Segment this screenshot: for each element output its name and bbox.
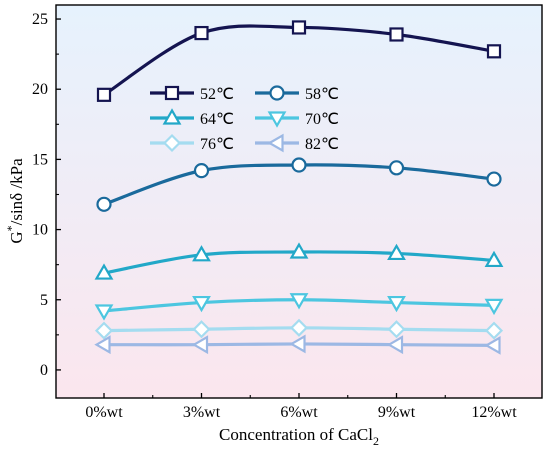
y-tick-label: 15 [32, 151, 48, 168]
data-point [387, 320, 406, 339]
data-point [192, 295, 211, 313]
data-point [389, 27, 404, 42]
x-axis-label: Concentration of CaCl2 [219, 425, 379, 448]
y-tick-label: 10 [32, 222, 48, 239]
data-point [194, 25, 209, 41]
legend-marker [162, 133, 182, 153]
legend-item: 82℃ [255, 133, 339, 153]
data-point [94, 335, 111, 355]
x-tick-label: 6%wt [280, 404, 318, 421]
x-tick-label: 3%wt [183, 404, 221, 421]
legend-item: 58℃ [255, 85, 339, 103]
series-layer [94, 20, 504, 355]
y-tick-label: 20 [32, 81, 48, 98]
data-point [289, 334, 306, 354]
legend-marker [162, 108, 182, 125]
data-point [291, 20, 307, 35]
series-2 [96, 157, 502, 212]
data-point [94, 321, 114, 340]
series-1 [96, 20, 502, 102]
x-tick-label: 12%wt [471, 404, 517, 421]
series-5 [94, 318, 504, 340]
y-axis-label-rest: /sinδ /kPa [7, 158, 26, 226]
legend-label: 64℃ [200, 111, 234, 128]
data-point [193, 163, 210, 179]
data-point [192, 320, 211, 339]
y-tick-label: 25 [32, 11, 48, 28]
x-axis-label-subscript: 2 [373, 434, 379, 448]
y-tick-label: 5 [40, 292, 48, 309]
series-4 [94, 293, 504, 321]
legend-label: 52℃ [200, 86, 234, 103]
legend-item: 76℃ [150, 133, 234, 153]
legend-item: 70℃ [255, 111, 339, 128]
legend-marker [164, 85, 180, 101]
data-point [387, 243, 406, 261]
legend: 52℃ 58℃ 64℃ 70℃ 76℃ 82℃ [150, 85, 339, 153]
data-point [289, 242, 309, 259]
data-point [191, 335, 209, 355]
legend-marker [267, 111, 287, 128]
x-tick-label: 9%wt [378, 404, 416, 421]
legend-label: 82℃ [305, 136, 339, 153]
y-axis-label-superscript: * [4, 225, 18, 231]
series-3 [94, 242, 504, 280]
legend-label: 70℃ [305, 111, 339, 128]
data-point [486, 171, 502, 187]
data-point [484, 298, 504, 316]
legend-item: 52℃ [150, 85, 234, 103]
y-axis: 0 5 10 15 20 25 [32, 11, 61, 379]
data-point [388, 160, 405, 176]
series-6 [94, 334, 501, 355]
data-point [387, 295, 406, 313]
y-tick-label: 0 [40, 362, 48, 379]
legend-label: 58℃ [305, 86, 339, 103]
data-point [289, 318, 309, 337]
data-point [192, 245, 211, 262]
data-point [291, 157, 307, 173]
data-point [386, 335, 404, 355]
data-point [484, 335, 501, 355]
data-point [484, 250, 504, 268]
y-axis-label-base: G [7, 231, 26, 243]
y-axis-label: G*/sinδ /kPa [4, 158, 26, 244]
data-point [96, 196, 112, 212]
x-tick-label: 0%wt [85, 404, 123, 421]
x-axis-label-text: Concentration of CaCl [219, 425, 373, 444]
data-point [484, 321, 504, 340]
legend-item: 64℃ [150, 108, 234, 128]
legend-marker [269, 85, 285, 101]
data-point [96, 87, 112, 102]
legend-label: 76℃ [200, 136, 234, 153]
x-axis: 0%wt 3%wt 6%wt 9%wt 12%wt [85, 393, 517, 421]
legend-marker [267, 133, 284, 153]
data-point [486, 44, 502, 59]
data-point [94, 304, 114, 321]
data-point [289, 293, 309, 310]
data-point [94, 263, 114, 280]
